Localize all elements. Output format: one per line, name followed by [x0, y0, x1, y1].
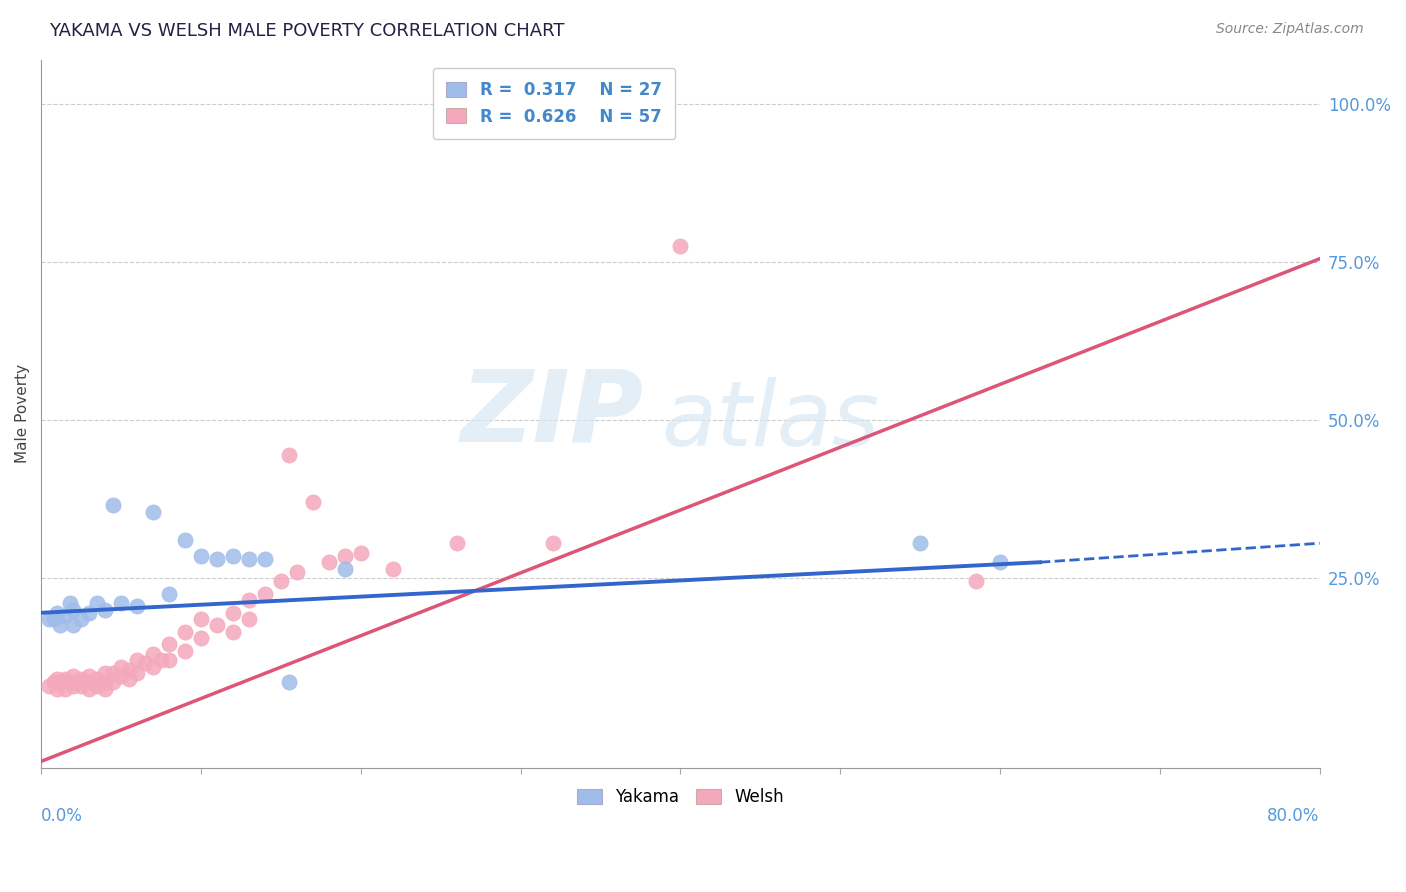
Text: Source: ZipAtlas.com: Source: ZipAtlas.com	[1216, 22, 1364, 37]
Point	[62, 602, 84, 616]
Point	[174, 624, 197, 639]
Point	[86, 672, 108, 686]
Point	[301, 495, 323, 509]
Point	[70, 672, 93, 686]
Y-axis label: Male Poverty: Male Poverty	[15, 364, 30, 463]
Point	[86, 596, 108, 610]
Point	[222, 549, 245, 563]
Text: 0.0%: 0.0%	[41, 806, 83, 824]
Point	[277, 675, 299, 690]
Point	[142, 647, 165, 661]
Point	[157, 587, 180, 601]
Point	[381, 561, 404, 575]
Point	[190, 612, 212, 626]
Point	[101, 499, 124, 513]
Point	[142, 505, 165, 519]
Point	[46, 606, 69, 620]
Point	[59, 675, 82, 690]
Point	[46, 672, 69, 686]
Point	[53, 609, 76, 624]
Point	[118, 672, 141, 686]
Point	[70, 612, 93, 626]
Point	[205, 618, 228, 632]
Point	[205, 552, 228, 566]
Point	[62, 618, 84, 632]
Point	[333, 549, 356, 563]
Point	[42, 675, 65, 690]
Point	[157, 637, 180, 651]
Point	[446, 536, 468, 550]
Point	[110, 669, 132, 683]
Point	[94, 602, 117, 616]
Point	[94, 665, 117, 680]
Text: atlas: atlas	[661, 376, 879, 465]
Point	[49, 675, 72, 690]
Text: YAKAMA VS WELSH MALE POVERTY CORRELATION CHART: YAKAMA VS WELSH MALE POVERTY CORRELATION…	[49, 22, 565, 40]
Point	[238, 612, 260, 626]
Point	[965, 574, 987, 589]
Point	[65, 675, 87, 690]
Point	[238, 552, 260, 566]
Point	[238, 593, 260, 607]
Point	[125, 653, 148, 667]
Point	[77, 681, 100, 696]
Point	[190, 549, 212, 563]
Point	[669, 239, 692, 253]
Point	[125, 665, 148, 680]
Point	[149, 653, 172, 667]
Point	[157, 653, 180, 667]
Point	[77, 675, 100, 690]
Point	[270, 574, 292, 589]
Point	[118, 663, 141, 677]
Text: 80.0%: 80.0%	[1267, 806, 1320, 824]
Point	[70, 679, 93, 693]
Point	[174, 533, 197, 547]
Point	[190, 631, 212, 645]
Point	[253, 587, 276, 601]
Point	[125, 599, 148, 614]
Point	[541, 536, 564, 550]
Point	[94, 681, 117, 696]
Point	[38, 612, 60, 626]
Point	[277, 448, 299, 462]
Point	[988, 555, 1011, 569]
Point	[174, 644, 197, 658]
Point	[350, 546, 373, 560]
Point	[101, 665, 124, 680]
Point	[77, 606, 100, 620]
Point	[318, 555, 340, 569]
Point	[77, 669, 100, 683]
Point	[86, 679, 108, 693]
Point	[142, 659, 165, 673]
Point	[49, 618, 72, 632]
Point	[94, 675, 117, 690]
Point	[53, 672, 76, 686]
Point	[53, 681, 76, 696]
Point	[222, 606, 245, 620]
Point	[333, 561, 356, 575]
Point	[285, 565, 308, 579]
Legend: Yakama, Welsh: Yakama, Welsh	[571, 781, 790, 813]
Point	[110, 596, 132, 610]
Point	[110, 659, 132, 673]
Point	[134, 657, 156, 671]
Point	[908, 536, 931, 550]
Point	[253, 552, 276, 566]
Point	[42, 612, 65, 626]
Text: ZIP: ZIP	[461, 365, 644, 462]
Point	[222, 624, 245, 639]
Point	[38, 679, 60, 693]
Point	[62, 669, 84, 683]
Point	[59, 596, 82, 610]
Point	[101, 675, 124, 690]
Point	[62, 679, 84, 693]
Point	[46, 681, 69, 696]
